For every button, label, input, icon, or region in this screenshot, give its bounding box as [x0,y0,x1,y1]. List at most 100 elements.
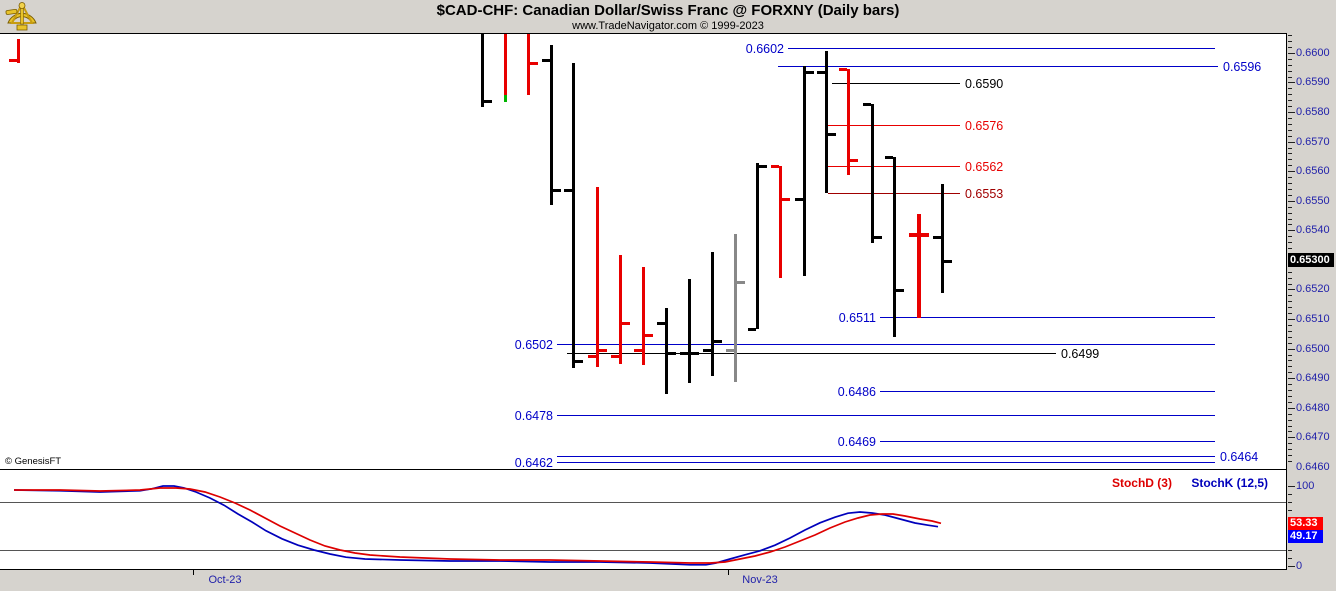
price-axis-tick [1288,142,1295,143]
ohlc-close-tick [896,289,904,292]
legend-item-stochd[interactable]: StochD (3) [1111,476,1172,490]
level-price-label: 0.6596 [1223,60,1262,74]
ohlc-close-tick [921,233,929,237]
price-axis-tick [1288,219,1292,220]
support-resistance-line[interactable] [880,317,1215,318]
price-axis-tick [1288,207,1292,208]
ohlc-close-tick [575,360,583,363]
support-resistance-line[interactable] [880,391,1215,392]
ohlc-open-tick [748,328,756,331]
price-chart-plot-area[interactable]: 0.6602 0.6596 0.6590 0.6576 0.6562 0.6553 0.65… [0,33,1286,470]
support-resistance-line[interactable] [778,66,1218,67]
support-resistance-line[interactable] [828,125,960,126]
genesisft-watermark: © GenesisFT [5,456,62,467]
price-axis-tick [1288,284,1292,285]
stoch-axis-tick [1288,550,1292,551]
stoch-gridline [0,550,1286,551]
support-resistance-line[interactable] [880,441,1215,442]
ohlc-close-tick [944,260,952,263]
price-axis-tick [1288,183,1292,184]
level-price-label: 0.6502 [514,338,553,352]
price-axis-tick [1288,455,1292,456]
stoch-gridline [0,502,1286,503]
price-axis-tick [1288,77,1292,78]
price-axis-tick [1288,443,1292,444]
ohlc-bar [734,234,737,382]
ohlc-close-tick [714,340,722,343]
ohlc-close-tick [737,281,745,284]
support-resistance-line[interactable] [832,83,960,84]
price-axis-tick [1288,325,1292,326]
stoch-curve [13,485,939,566]
ohlc-bar [527,34,530,95]
ohlc-open-tick [909,233,917,237]
support-resistance-line[interactable] [788,48,1215,49]
price-axis-tick [1288,378,1295,379]
stochastic-panel[interactable]: StochD (3) StochK (12,5) [0,470,1286,570]
price-axis-tick [1288,242,1292,243]
price-axis-tick [1288,355,1292,356]
price-axis-tick [1288,360,1292,361]
ohlc-bar [572,63,575,368]
ohlc-open-tick [726,349,734,352]
stoch-axis-tick [1288,510,1292,511]
price-axis-label: 0.6550 [1296,195,1330,207]
price-axis-tick [1288,289,1295,290]
stochk-value-badge: 49.17 [1288,530,1323,543]
price-axis-tick [1288,94,1292,95]
price-axis-label: 0.6460 [1296,461,1330,473]
price-axis-tick [1288,420,1292,421]
price-axis-tick [1288,295,1292,296]
price-axis-tick [1288,402,1292,403]
price-axis-tick [1288,201,1295,202]
level-price-label: 0.6511 [838,311,876,325]
ohlc-open-tick [542,59,550,62]
ohlc-bar [642,267,645,365]
price-axis-tick [1288,414,1292,415]
level-price-label: 0.6486 [837,385,876,399]
ohlc-open-tick [885,156,893,159]
month-label: Nov-23 [742,574,778,586]
stoch-axis-tick [1288,494,1292,495]
price-axis-tick [1288,307,1292,308]
price-axis-tick [1288,88,1292,89]
price-axis-tick [1288,124,1292,125]
ohlc-open-tick [703,349,711,352]
level-price-label: 0.6562 [965,160,1004,174]
price-axis-tick [1288,461,1292,462]
ohlc-bar [665,308,668,394]
price-axis-tick [1288,301,1292,302]
support-resistance-line[interactable] [557,344,1215,345]
stochastic-legend: StochD (3) StochK (12,5) [1096,476,1268,490]
ohlc-close-tick [484,100,492,103]
support-resistance-line[interactable] [557,415,1215,416]
price-axis-tick [1288,177,1292,178]
price-axis-tick [1288,35,1292,36]
support-resistance-line[interactable] [557,456,1215,457]
price-axis-tick [1288,236,1292,237]
price-axis-tick [1288,248,1292,249]
price-axis-tick [1288,165,1292,166]
support-resistance-line[interactable] [557,462,1215,463]
level-price-label: 0.6499 [1061,347,1100,361]
ohlc-close-tick [645,334,653,337]
stochd-value-badge: 53.33 [1288,517,1323,530]
price-axis-tick [1288,337,1292,338]
legend-item-stochk[interactable]: StochK (12,5) [1191,476,1268,490]
price-axis-label: 0.6520 [1296,283,1330,295]
price-axis-label: 0.6590 [1296,76,1330,88]
chart-header: $CAD-CHF: Canadian Dollar/Swiss Franc @ … [0,2,1336,32]
support-resistance-line[interactable] [567,353,1056,354]
ohlc-bar [688,279,691,383]
price-axis-tick [1288,224,1292,225]
price-axis-label: 0.6500 [1296,343,1330,355]
ohlc-bar [711,252,714,376]
level-price-label: 0.6576 [965,119,1004,133]
price-axis-tick [1288,343,1292,344]
price-axis-label: 0.6470 [1296,431,1330,443]
month-tick [728,570,729,575]
stoch-axis-tick [1288,502,1292,503]
ohlc-bar [619,255,622,364]
price-axis-tick [1288,349,1295,350]
price-axis-tick [1288,408,1295,409]
